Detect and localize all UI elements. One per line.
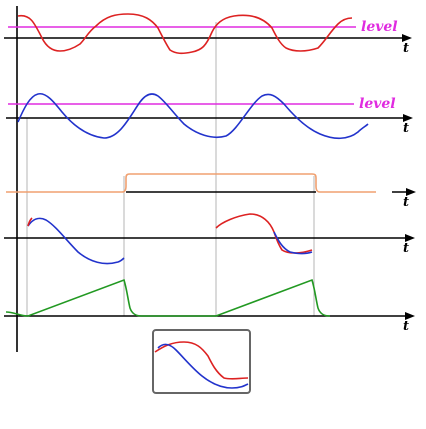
gate-pulse (6, 173, 376, 193)
t-label-4: t (403, 241, 409, 256)
arrow-head (403, 114, 413, 122)
inset-frame (152, 329, 251, 394)
level-label-2: level (359, 96, 396, 112)
sync-guides (26, 22, 315, 316)
level-label-1: level (361, 19, 398, 35)
t-label-2: t (403, 121, 409, 136)
inset-zoom-box (152, 329, 251, 394)
time-axes (4, 37, 412, 317)
arrow-head (402, 34, 412, 42)
axis-arrows (402, 34, 416, 320)
inset-blue-curve (157, 343, 249, 389)
t-label-5: t (403, 319, 409, 334)
green-ramp-signal (5, 278, 331, 317)
blue-signal-wave (17, 92, 369, 140)
t-label-1: t (403, 41, 409, 56)
inset-red-curve (154, 341, 249, 380)
sampled-blue-segment-1 (27, 217, 125, 265)
red-signal-wave (17, 13, 353, 55)
t-label-3: t (403, 195, 409, 210)
sampled-red-segment-1 (27, 217, 33, 227)
arrow-head (405, 234, 415, 242)
sampled-blue-segment-2 (273, 231, 313, 255)
sampled-red-segment-2 (215, 213, 313, 254)
arrow-head (406, 188, 416, 196)
arrow-head (405, 312, 415, 320)
